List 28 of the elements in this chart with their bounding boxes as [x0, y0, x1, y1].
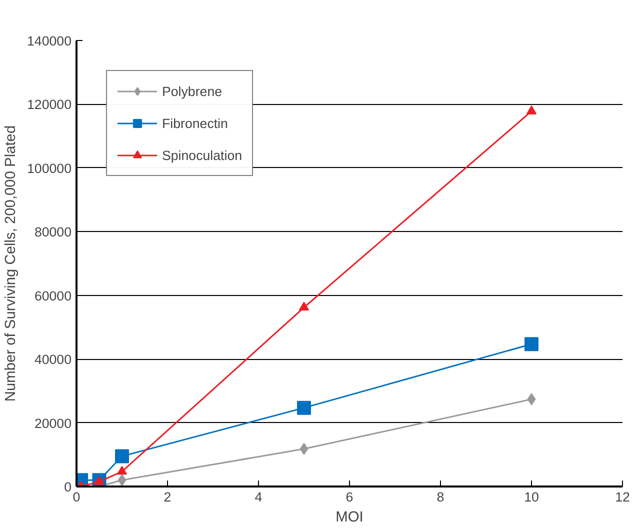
x-tick-label: 10 — [524, 490, 539, 504]
y-tick-label: 0 — [64, 480, 72, 494]
point — [117, 466, 127, 475]
point — [118, 474, 126, 486]
legend-label: Fibronectin — [162, 116, 228, 130]
y-tick-label: 80000 — [34, 224, 72, 240]
legend-label: Polybrene — [162, 84, 222, 98]
point — [300, 442, 308, 455]
x-tick-label: 4 — [254, 490, 263, 504]
y-tick-label: 100000 — [27, 160, 72, 176]
y-tick-label: 20000 — [34, 416, 72, 431]
x-axis-title: MOI — [336, 510, 364, 526]
y-axis-title: Number of Surviving Cells, 200,000 Plated — [3, 125, 20, 402]
x-tick-label: 6 — [346, 490, 354, 504]
point — [115, 449, 129, 464]
point — [299, 302, 309, 311]
point — [526, 106, 536, 114]
y-tick-label: 120000 — [27, 97, 72, 112]
legend-label: Spinoculation — [162, 148, 242, 162]
x-tick-label: 12 — [615, 490, 630, 504]
y-tick-label: 40000 — [34, 352, 72, 368]
point — [527, 393, 536, 406]
point — [524, 337, 538, 352]
x-tick-label: 8 — [436, 490, 444, 504]
y-tick-label: 140000 — [27, 34, 72, 48]
point — [297, 400, 311, 415]
y-tick-label: 60000 — [34, 288, 72, 304]
x-tick-label: 2 — [164, 490, 172, 504]
